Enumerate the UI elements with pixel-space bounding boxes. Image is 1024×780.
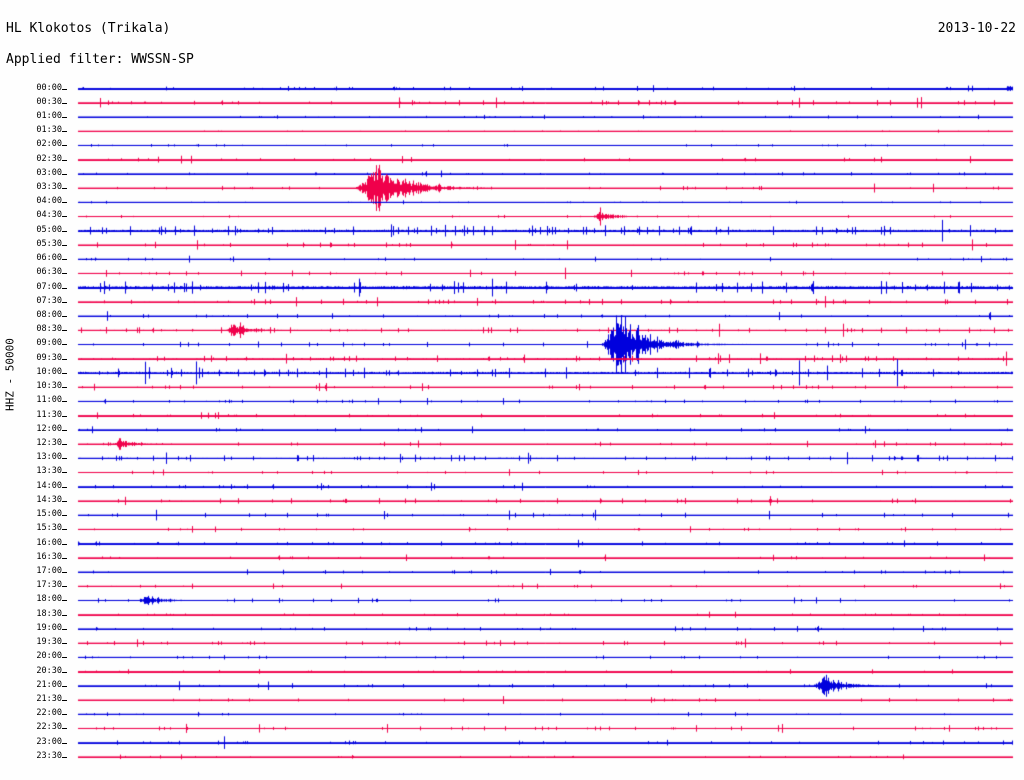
seismogram-traces [0,0,1024,780]
helicorder-plot: HL Klokotos (Trikala) 2013-10-22 Applied… [0,0,1024,780]
trace-canvas-container [0,0,1024,780]
